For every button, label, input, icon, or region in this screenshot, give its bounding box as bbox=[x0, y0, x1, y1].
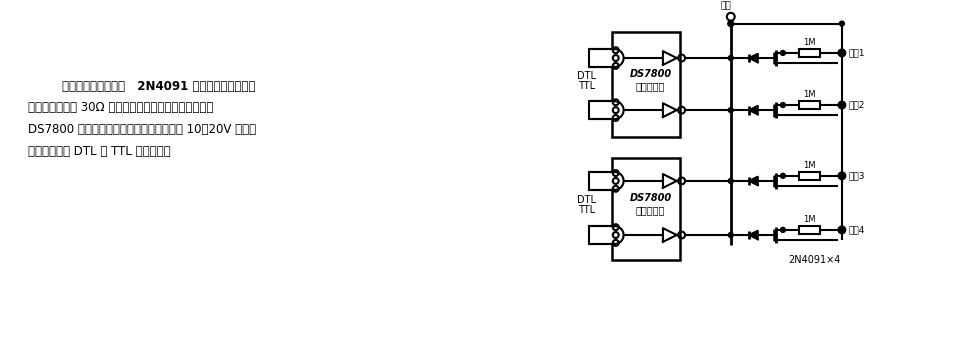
Polygon shape bbox=[749, 231, 757, 239]
Polygon shape bbox=[749, 176, 757, 185]
Circle shape bbox=[839, 227, 844, 232]
Text: 输入3: 输入3 bbox=[849, 171, 866, 180]
Circle shape bbox=[781, 173, 785, 178]
Text: DS7800
电压变换器: DS7800 电压变换器 bbox=[630, 69, 671, 91]
Circle shape bbox=[781, 227, 785, 232]
Circle shape bbox=[839, 21, 844, 26]
Circle shape bbox=[839, 50, 844, 55]
Text: 1M: 1M bbox=[803, 161, 815, 170]
Text: 输入: 输入 bbox=[591, 104, 601, 114]
Polygon shape bbox=[749, 54, 757, 62]
Polygon shape bbox=[663, 103, 677, 117]
Polygon shape bbox=[663, 228, 677, 242]
Text: 1M: 1M bbox=[803, 38, 815, 47]
Circle shape bbox=[728, 55, 733, 60]
Circle shape bbox=[839, 103, 844, 107]
Circle shape bbox=[727, 21, 734, 26]
Bar bbox=[589, 172, 614, 190]
Text: DS7800 电压变换器向结型场效应管提供了 10～20V 的门驱: DS7800 电压变换器向结型场效应管提供了 10～20V 的门驱 bbox=[28, 123, 256, 136]
Bar bbox=[799, 172, 820, 180]
Circle shape bbox=[781, 103, 785, 107]
Polygon shape bbox=[614, 172, 624, 190]
Circle shape bbox=[728, 233, 733, 238]
Bar bbox=[611, 158, 680, 259]
Bar bbox=[799, 101, 820, 109]
Circle shape bbox=[728, 179, 733, 184]
Polygon shape bbox=[614, 226, 624, 244]
Text: 输入4: 输入4 bbox=[849, 226, 866, 234]
Bar bbox=[589, 226, 614, 244]
Text: 输入2: 输入2 bbox=[849, 101, 866, 109]
Polygon shape bbox=[749, 106, 757, 115]
Text: 输入: 输入 bbox=[591, 229, 601, 239]
Text: 输出: 输出 bbox=[721, 1, 731, 10]
Text: 2N4091×4: 2N4091×4 bbox=[788, 255, 840, 265]
Text: 1M: 1M bbox=[803, 90, 815, 99]
Bar bbox=[799, 226, 820, 234]
Bar bbox=[589, 49, 614, 67]
Text: 输入1: 输入1 bbox=[849, 48, 866, 58]
Text: 四通道转换开关电路   2N4091 结型场效应管组每个: 四通道转换开关电路 2N4091 结型场效应管组每个 bbox=[62, 80, 256, 92]
Polygon shape bbox=[663, 174, 677, 188]
Text: DS7800
电压变换器: DS7800 电压变换器 bbox=[630, 193, 671, 215]
Circle shape bbox=[839, 173, 844, 178]
Text: TTL: TTL bbox=[578, 205, 595, 215]
Polygon shape bbox=[614, 101, 624, 119]
Text: 1M: 1M bbox=[803, 215, 815, 224]
Bar bbox=[799, 49, 820, 57]
Text: 动电压，并与 DTL 和 TTL 电路兼容。: 动电压，并与 DTL 和 TTL 电路兼容。 bbox=[28, 145, 170, 157]
Bar bbox=[611, 32, 680, 137]
Bar bbox=[589, 101, 614, 119]
Circle shape bbox=[781, 50, 785, 55]
Polygon shape bbox=[663, 51, 677, 65]
Polygon shape bbox=[614, 49, 624, 67]
Text: 通电给出了小于 30Ω 的导通电阻和很小的关断漏电流。: 通电给出了小于 30Ω 的导通电阻和很小的关断漏电流。 bbox=[28, 101, 213, 114]
Circle shape bbox=[728, 108, 733, 113]
Text: TTL: TTL bbox=[578, 81, 595, 91]
Text: DTL: DTL bbox=[577, 195, 596, 205]
Text: DTL: DTL bbox=[577, 71, 596, 81]
